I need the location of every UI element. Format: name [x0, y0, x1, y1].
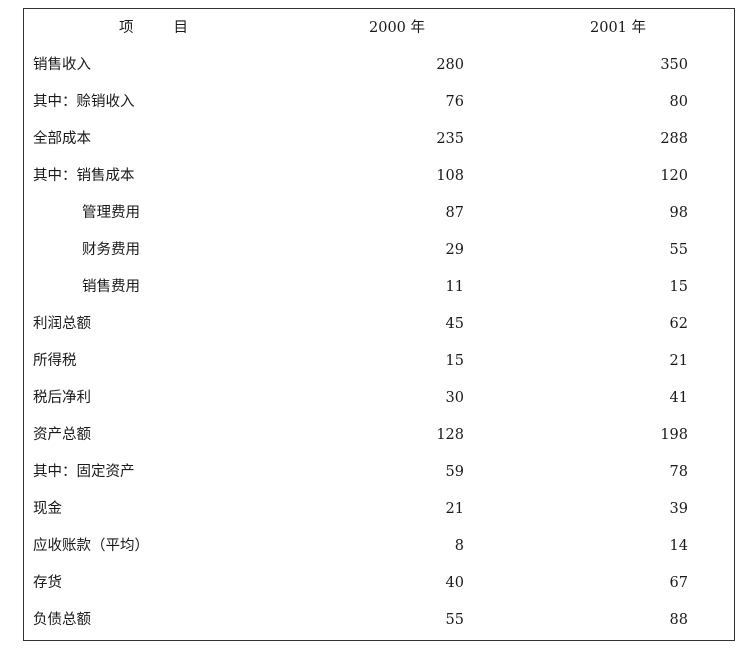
- value-2001: 78: [669, 464, 688, 480]
- row-label: 所得税: [33, 353, 77, 369]
- header-2000: 2000 年: [369, 20, 426, 36]
- value-2001: 55: [669, 242, 688, 258]
- table-row: 全部成本 235 288: [24, 121, 734, 158]
- value-2001: 21: [669, 353, 688, 369]
- value-2001: 15: [669, 279, 688, 295]
- table-header-row: 项目 2000 年 2001 年: [24, 10, 734, 47]
- value-2000: 30: [445, 390, 464, 406]
- table-row: 其中：销售成本 108 120: [24, 158, 734, 195]
- value-2000: 8: [454, 538, 464, 554]
- value-2000: 45: [445, 316, 464, 332]
- value-2000: 40: [445, 575, 464, 591]
- table-row: 利润总额 45 62: [24, 306, 734, 343]
- value-2001: 39: [669, 501, 688, 517]
- table-row: 财务费用 29 55: [24, 232, 734, 269]
- value-2001: 88: [669, 612, 688, 628]
- row-label: 利润总额: [33, 316, 91, 332]
- value-2001: 350: [660, 57, 688, 73]
- financial-table: 项目 2000 年 2001 年 销售收入 280 350 其中：赊销收入 76…: [23, 8, 735, 641]
- value-2001: 120: [660, 168, 688, 184]
- value-2000: 280: [436, 57, 464, 73]
- table-row: 税后净利 30 41: [24, 380, 734, 417]
- row-label: 现金: [33, 501, 62, 517]
- row-label: 税后净利: [33, 390, 91, 406]
- value-2001: 14: [669, 538, 688, 554]
- table-row: 资产总额 128 198: [24, 417, 734, 454]
- header-item-char-2: 目: [173, 20, 189, 36]
- value-2000: 11: [445, 279, 464, 295]
- header-item: 项目: [119, 10, 188, 47]
- row-label: 其中：赊销收入: [33, 94, 135, 110]
- table-row: 管理费用 87 98: [24, 195, 734, 232]
- row-label: 销售收入: [33, 57, 91, 73]
- value-2001: 98: [669, 205, 688, 221]
- value-2000: 59: [445, 464, 464, 480]
- table-row: 所得税 15 21: [24, 343, 734, 380]
- header-item-char-1: 项: [119, 20, 134, 36]
- table-row: 其中：赊销收入 76 80: [24, 84, 734, 121]
- row-label: 存货: [33, 575, 62, 591]
- row-label: 财务费用: [82, 242, 140, 258]
- value-2000: 87: [445, 205, 464, 221]
- table-row: 销售收入 280 350: [24, 47, 734, 84]
- value-2001: 67: [669, 575, 688, 591]
- value-2000: 55: [445, 612, 464, 628]
- value-2001: 41: [669, 390, 688, 406]
- table-row: 存货 40 67: [24, 565, 734, 602]
- value-2001: 198: [660, 427, 688, 443]
- header-2001: 2001 年: [590, 20, 647, 36]
- table-row: 销售费用 11 15: [24, 269, 734, 306]
- row-label: 管理费用: [82, 205, 140, 221]
- value-2000: 29: [445, 242, 464, 258]
- value-2000: 128: [436, 427, 464, 443]
- value-2001: 288: [660, 131, 688, 147]
- row-label: 负债总额: [33, 612, 91, 628]
- value-2000: 21: [445, 501, 464, 517]
- row-label: 应收账款（平均）: [33, 538, 149, 554]
- row-label: 其中：固定资产: [33, 464, 135, 480]
- row-label: 全部成本: [33, 131, 91, 147]
- table-row: 现金 21 39: [24, 491, 734, 528]
- row-label: 销售费用: [82, 279, 140, 295]
- row-label: 其中：销售成本: [33, 168, 135, 184]
- value-2000: 76: [445, 94, 464, 110]
- value-2001: 80: [669, 94, 688, 110]
- value-2001: 62: [669, 316, 688, 332]
- value-2000: 108: [436, 168, 464, 184]
- value-2000: 235: [436, 131, 464, 147]
- row-label: 资产总额: [33, 427, 91, 443]
- value-2000: 15: [445, 353, 464, 369]
- table-row: 其中：固定资产 59 78: [24, 454, 734, 491]
- table-row: 应收账款（平均） 8 14: [24, 528, 734, 565]
- table-row: 负债总额 55 88: [24, 602, 734, 639]
